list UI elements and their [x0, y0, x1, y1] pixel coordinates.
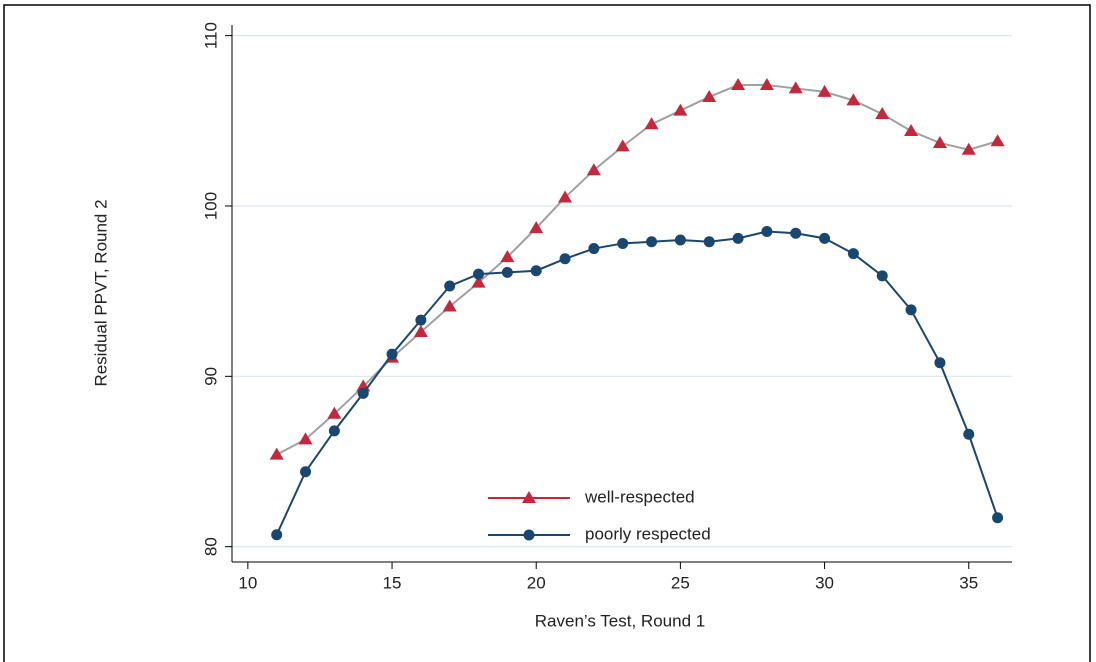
legend-label: well-respected	[584, 487, 695, 506]
point	[615, 139, 630, 152]
point	[415, 314, 427, 326]
legend-label: poorly respected	[585, 524, 711, 543]
point	[442, 299, 457, 312]
point	[992, 512, 1004, 524]
point	[934, 357, 946, 369]
y-tick-label: 110	[201, 22, 220, 49]
point	[905, 304, 917, 316]
point	[702, 89, 717, 102]
point	[703, 236, 715, 248]
point	[761, 226, 773, 238]
point	[558, 190, 573, 203]
point	[963, 428, 975, 440]
point	[559, 253, 571, 265]
y-tick-label: 90	[201, 367, 220, 386]
legend-marker	[523, 529, 535, 541]
x-tick-label: 15	[383, 573, 402, 592]
y-tick-label: 80	[201, 537, 220, 556]
point	[300, 466, 312, 478]
frame	[3, 4, 1091, 662]
y-axis-label: Residual PPVT, Round 2	[91, 199, 110, 386]
point	[644, 117, 659, 130]
point	[357, 387, 369, 399]
point	[617, 237, 629, 249]
point	[588, 243, 600, 255]
point	[817, 84, 832, 97]
point	[788, 81, 803, 94]
point	[327, 406, 342, 419]
series-line	[276, 84, 998, 456]
point	[819, 232, 831, 244]
x-tick-label: 35	[959, 573, 978, 592]
point	[500, 250, 515, 263]
point	[876, 270, 888, 282]
point	[328, 425, 340, 437]
point	[674, 234, 686, 246]
point	[298, 432, 313, 445]
point	[875, 106, 890, 119]
point	[904, 124, 919, 137]
point	[473, 268, 485, 280]
point	[444, 280, 456, 292]
point	[990, 134, 1005, 147]
point	[673, 103, 688, 116]
point	[731, 78, 746, 91]
x-tick-label: 10	[238, 573, 257, 592]
point	[932, 135, 947, 148]
x-tick-label: 25	[671, 573, 690, 592]
point	[759, 78, 774, 91]
point	[961, 142, 976, 155]
point	[790, 227, 802, 239]
point	[732, 232, 744, 244]
point	[271, 529, 283, 541]
y-tick-label: 100	[201, 192, 220, 220]
point	[386, 348, 398, 360]
series-line	[275, 230, 999, 536]
x-tick-label: 30	[815, 573, 834, 592]
point	[586, 163, 601, 176]
point	[269, 447, 284, 460]
point	[847, 248, 859, 260]
point	[471, 275, 486, 288]
point	[501, 266, 513, 278]
point	[530, 265, 542, 277]
point	[846, 93, 861, 106]
point	[646, 236, 658, 248]
legend-marker	[522, 491, 536, 503]
x-tick-label: 20	[527, 573, 546, 592]
point	[413, 325, 428, 338]
x-axis-label: Raven’s Test, Round 1	[535, 611, 705, 630]
point	[529, 221, 544, 234]
